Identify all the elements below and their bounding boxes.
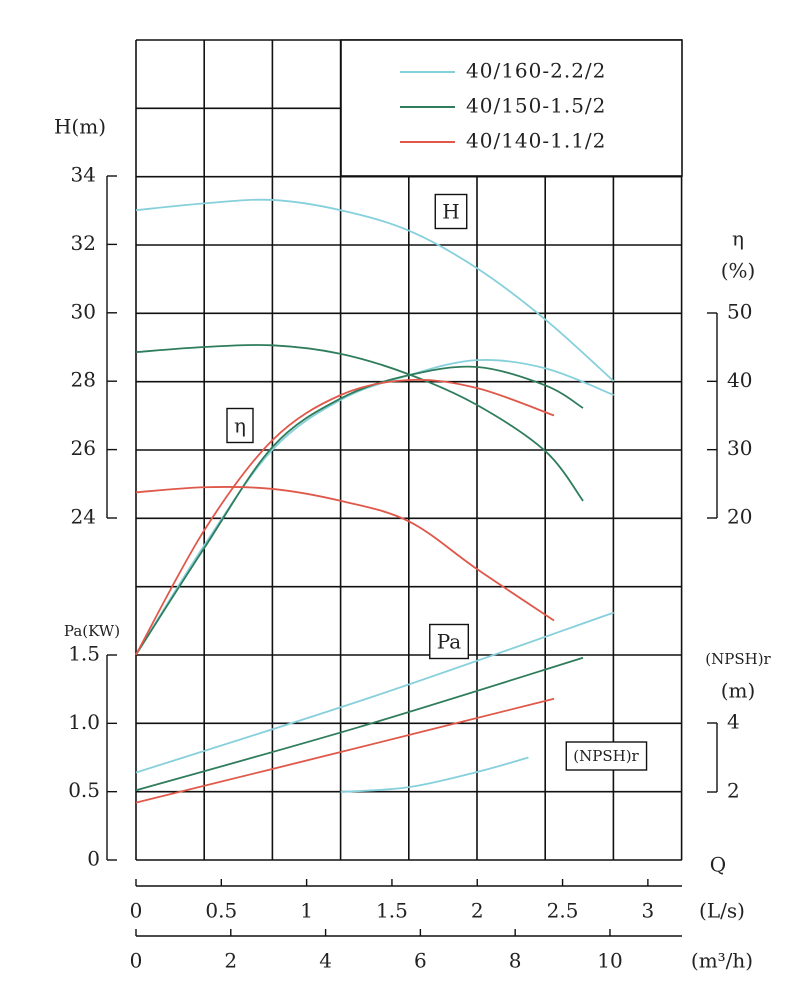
curve-pa (135, 656, 584, 792)
tick-label: 50 (727, 300, 752, 324)
tick-label: 24 (71, 505, 96, 529)
legend-box (340, 39, 683, 177)
curve-h (135, 198, 615, 382)
tick-label: 8 (509, 949, 522, 973)
tick-label: 0.5 (68, 778, 100, 802)
curve-eta (135, 365, 584, 656)
tick-label: 1.5 (376, 899, 408, 923)
curve-h (135, 486, 555, 622)
tick-label: 0 (87, 847, 100, 871)
axis-title: Q (710, 853, 726, 877)
tick-label: 30 (71, 299, 96, 323)
tick-label: 1 (300, 899, 313, 923)
legend-label: 40/140-1.1/2 (466, 129, 606, 153)
curve-eta (135, 359, 615, 656)
annotation-box (565, 741, 648, 771)
tick-label: 4 (319, 949, 332, 973)
annotation-box (226, 407, 254, 444)
axis-title: Pa(KW) (64, 622, 120, 640)
curve-pa (135, 697, 555, 804)
axis-title: (L/s) (699, 899, 745, 923)
axis-title: η (732, 227, 744, 251)
tick-label: 26 (71, 436, 96, 460)
tick-label: 4 (727, 710, 740, 734)
tick-label: 34 (71, 163, 96, 187)
tick-label: 6 (414, 949, 427, 973)
annotation: H (442, 200, 459, 224)
axis-title: (NPSH)r (705, 650, 771, 668)
axis-title: (m) (721, 679, 756, 703)
tick-label: 1.0 (68, 710, 100, 734)
axis-title: (m³/h) (691, 949, 753, 973)
tick-label: 40 (727, 368, 752, 392)
tick-label: 10 (597, 949, 622, 973)
annotation-box (429, 623, 470, 660)
axis-title: (%) (721, 259, 756, 283)
tick-label: 2 (224, 949, 237, 973)
axis-title: H(m) (54, 115, 106, 139)
tick-label: 2.5 (547, 899, 579, 923)
tick-label: 0.5 (205, 899, 237, 923)
tick-label: 30 (727, 436, 752, 460)
tick-label: 28 (71, 368, 96, 392)
tick-label: 2 (727, 779, 740, 803)
tick-label: 0 (130, 949, 143, 973)
legend-label: 40/160-2.2/2 (466, 59, 606, 83)
tick-label: 0 (130, 899, 143, 923)
annotation: Pa (437, 630, 462, 654)
legend-label: 40/150-1.5/2 (466, 94, 606, 118)
annotation: (NPSH)r (573, 747, 639, 765)
curve-h (135, 344, 584, 502)
tick-label: 1.5 (68, 642, 100, 666)
curve-pa (135, 611, 615, 774)
curve-npsh (340, 756, 529, 793)
annotation: η (234, 414, 246, 438)
tick-label: 3 (642, 899, 655, 923)
tick-label: 2 (471, 899, 484, 923)
curve-eta (135, 378, 555, 656)
tick-label: 32 (71, 231, 96, 255)
annotation-box (434, 193, 468, 230)
tick-label: 20 (727, 505, 752, 529)
